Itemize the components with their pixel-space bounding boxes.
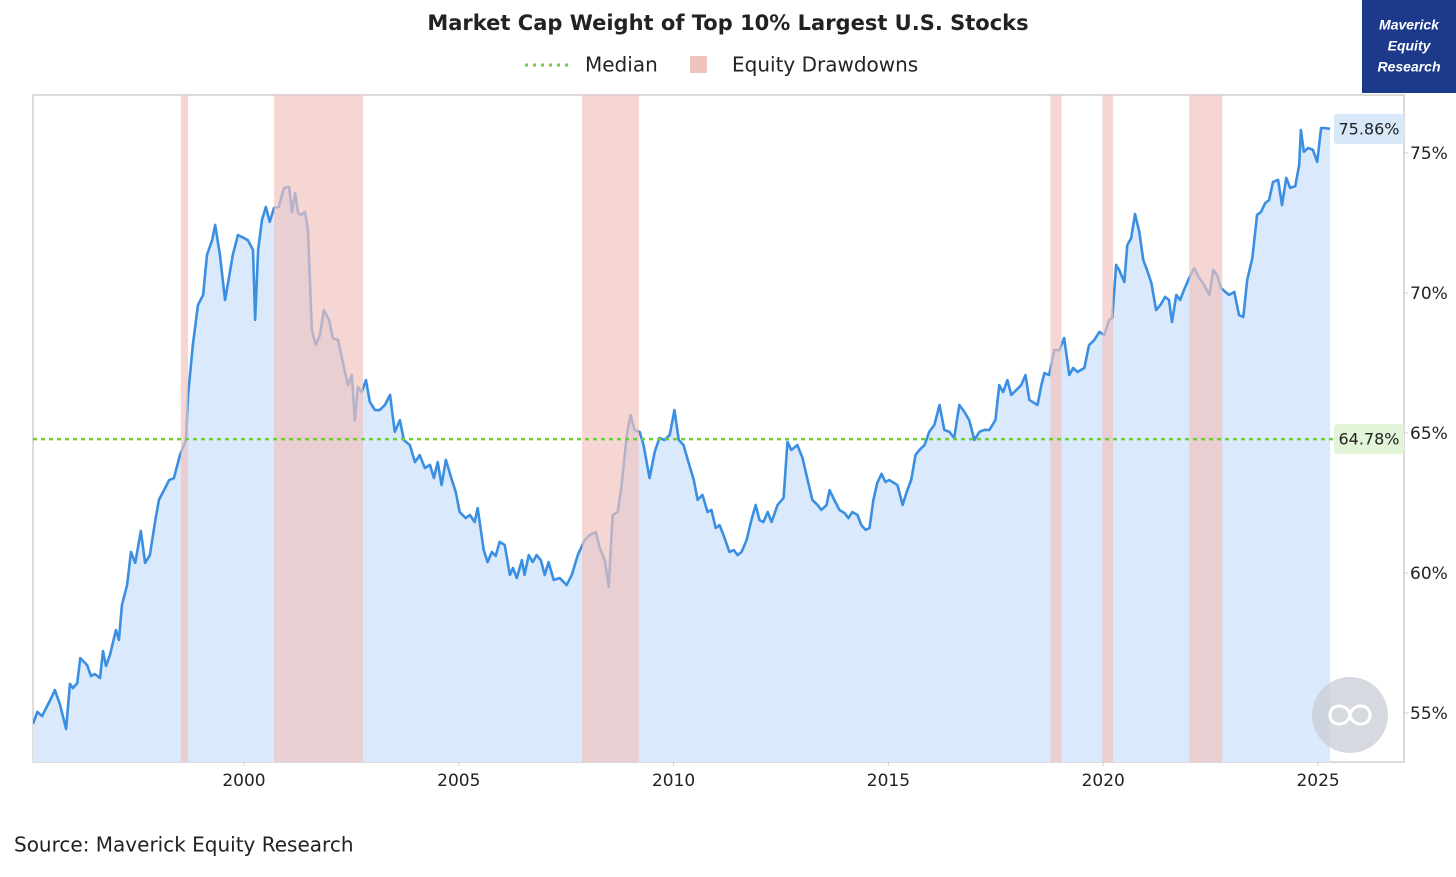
x-tick-label: 2005: [437, 771, 480, 791]
drawdown-band: [1189, 95, 1223, 762]
x-tick-label: 2010: [652, 771, 695, 791]
drawdown-band: [1102, 95, 1114, 762]
brand-text: Maverick: [1379, 17, 1440, 33]
line: [33, 126, 1331, 731]
legend-label: Median: [585, 53, 658, 77]
legend-label: Equity Drawdowns: [732, 53, 918, 77]
chart-title: Market Cap Weight of Top 10% Largest U.S…: [427, 11, 1028, 35]
median-label: 64.78%: [1338, 430, 1399, 449]
source-note: Source: Maverick Equity Research: [14, 833, 354, 857]
end-label-box: [1334, 113, 1404, 144]
y-tick-label: 75%: [1410, 144, 1448, 164]
y-tick-label: 70%: [1410, 284, 1448, 304]
drawdown-band: [274, 95, 363, 762]
x-tick-label: 2025: [1296, 771, 1339, 791]
watermark-icon: [1328, 704, 1372, 726]
drawdown-band: [1050, 95, 1062, 762]
y-tick-label: 60%: [1410, 564, 1448, 584]
end-label: 75.86%: [1338, 119, 1399, 138]
brand-box: [1362, 0, 1456, 93]
drawdown-band: [582, 95, 639, 762]
brand-text: Research: [1377, 59, 1440, 75]
brand-text: Equity: [1388, 38, 1432, 54]
y-tick-label: 65%: [1410, 424, 1448, 444]
x-tick-label: 2020: [1082, 771, 1125, 791]
x-tick-label: 2015: [867, 771, 910, 791]
drawdown-band: [180, 95, 189, 762]
x-tick-label: 2000: [222, 771, 265, 791]
legend-drawdown-swatch: [690, 56, 707, 73]
median-label-box: [1334, 424, 1404, 455]
y-tick-label: 55%: [1410, 704, 1448, 724]
